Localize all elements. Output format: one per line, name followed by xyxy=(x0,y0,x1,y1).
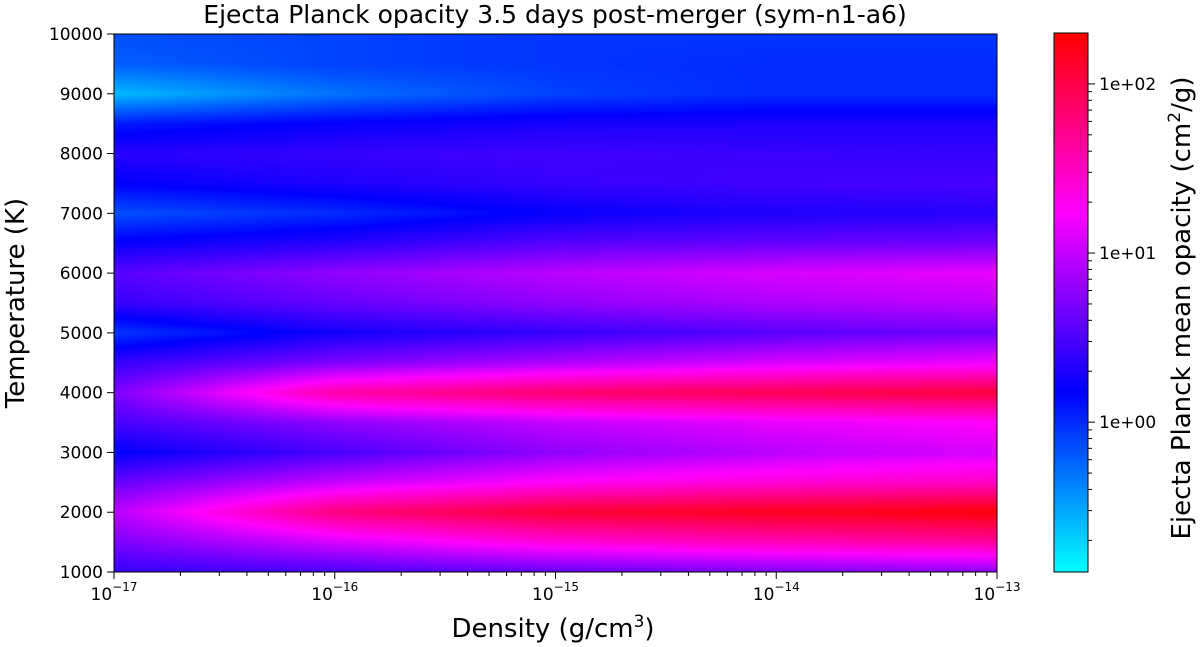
x-axis-label: Density (g/cm3) xyxy=(451,612,654,644)
x-tick-label: 10−13 xyxy=(974,580,1021,605)
y-tick-label: 7000 xyxy=(60,204,103,224)
x-tick-label: 10−15 xyxy=(532,580,579,605)
colorbar-label: Ejecta Planck mean opacity (cm2/g) xyxy=(1165,77,1197,540)
y-tick-label: 6000 xyxy=(60,264,103,284)
y-tick-label: 5000 xyxy=(60,324,103,344)
y-tick-label: 3000 xyxy=(60,443,103,463)
colorbar-tick-label: 1e+00 xyxy=(1099,413,1156,433)
opacity-heatmap xyxy=(114,34,997,572)
x-tick-label: 10−17 xyxy=(91,580,138,605)
y-tick-label: 8000 xyxy=(60,145,103,165)
y-axis-ticks: 1000 2000 3000 4000 5000 6000 7000 8000 9000 1000… xyxy=(49,25,114,583)
colorbar-frame xyxy=(1053,32,1089,573)
y-tick-label: 1000 xyxy=(60,563,103,583)
y-axis-label: Temperature (K) xyxy=(1,198,31,409)
colorbar-ticks: 1e+00 1e+01 1e+02 xyxy=(1088,75,1156,541)
y-tick-label: 9000 xyxy=(60,85,103,105)
x-axis-ticks: 10−17 10−16 10−15 10−14 10−13 xyxy=(91,572,1021,605)
colorbar-gradient xyxy=(1054,33,1088,572)
y-tick-label: 4000 xyxy=(60,384,103,404)
chart-title: Ejecta Planck opacity 3.5 days post-merg… xyxy=(203,0,906,29)
x-tick-label: 10−14 xyxy=(753,580,800,605)
colorbar-tick-label: 1e+02 xyxy=(1099,75,1156,95)
colorbar-tick-label: 1e+01 xyxy=(1099,244,1156,264)
y-tick-label: 10000 xyxy=(49,25,103,45)
y-tick-label: 2000 xyxy=(60,503,103,523)
plot-frame xyxy=(113,33,998,573)
x-tick-label: 10−16 xyxy=(311,580,358,605)
